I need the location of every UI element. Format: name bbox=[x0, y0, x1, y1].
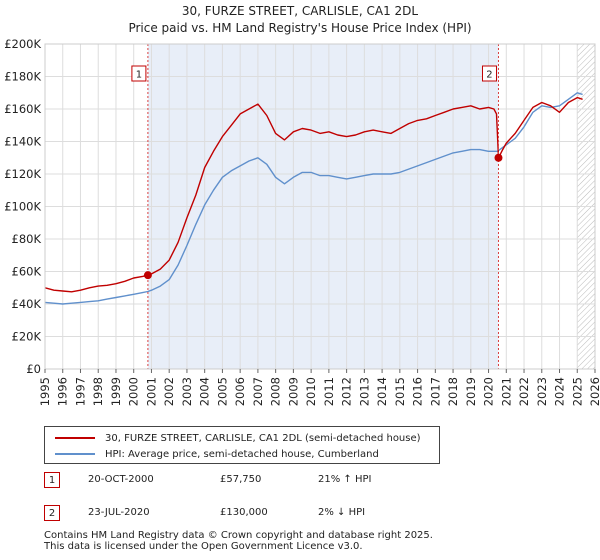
x-tick-label: 2020 bbox=[482, 377, 496, 406]
y-tick-label: £0 bbox=[26, 362, 41, 376]
grid-lines bbox=[44, 43, 596, 370]
x-tick-label: 2011 bbox=[322, 377, 336, 406]
sale-marker-label: 2 bbox=[486, 70, 492, 81]
transaction-date: 20-OCT-2000 bbox=[88, 474, 154, 485]
footer-licence: This data is licensed under the Open Gov… bbox=[44, 541, 363, 552]
footer-copyright: Contains HM Land Registry data © Crown c… bbox=[44, 530, 433, 541]
sale-point bbox=[143, 271, 152, 280]
y-axis: £0 £20K £40K £60K £80K £100K £120K £140K £160K £1… bbox=[4, 37, 41, 376]
series-line-hpi bbox=[45, 92, 583, 305]
x-tick-label: 2015 bbox=[393, 377, 407, 406]
x-tick-label: 1995 bbox=[38, 377, 52, 406]
y-tick-label: £100K bbox=[4, 200, 41, 214]
x-tick-label: 2023 bbox=[535, 377, 549, 406]
y-tick-label: £160K bbox=[4, 102, 41, 116]
transaction-hpi: 21% ↑ HPI bbox=[318, 474, 372, 485]
price-chart: 30, FURZE STREET, CARLISLE, CA1 2DL Pric… bbox=[4, 4, 600, 406]
x-tick-label: 1998 bbox=[91, 377, 105, 406]
sale-marker-badge bbox=[481, 65, 497, 82]
legend-swatch-hpi bbox=[55, 453, 95, 455]
chart-title: 30, FURZE STREET, CARLISLE, CA1 2DL bbox=[182, 4, 419, 18]
transaction-price: £130,000 bbox=[220, 507, 268, 518]
chart-subtitle: Price paid vs. HM Land Registry's House … bbox=[128, 21, 471, 35]
x-tick-label: 2007 bbox=[251, 377, 265, 406]
footer: Contains HM Land Registry data © Crown c… bbox=[44, 530, 433, 552]
x-tick-label: 2010 bbox=[304, 377, 318, 406]
legend-label-property: 30, FURZE STREET, CARLISLE, CA1 2DL (sem… bbox=[105, 432, 421, 444]
x-tick-label: 2022 bbox=[517, 377, 531, 406]
transaction-badge: 2 bbox=[44, 505, 60, 521]
plot-border bbox=[44, 43, 596, 370]
x-tick-label: 2006 bbox=[233, 377, 247, 406]
x-tick-label: 2005 bbox=[215, 377, 229, 406]
x-tick-label: 2017 bbox=[428, 377, 442, 406]
x-tick-label: 2025 bbox=[570, 377, 584, 406]
x-tick-label: 2018 bbox=[446, 377, 460, 406]
transaction-row: 1 20-OCT-2000 £57,750 21% ↑ HPI bbox=[44, 472, 464, 490]
y-tick-label: £120K bbox=[4, 167, 41, 181]
x-tick-label: 2019 bbox=[464, 377, 478, 406]
x-tick-label: 2003 bbox=[180, 377, 194, 406]
x-tick-label: 2014 bbox=[375, 377, 389, 406]
y-tick-label: £200K bbox=[4, 37, 41, 51]
x-tick-label: 2026 bbox=[588, 377, 600, 406]
y-tick-label: £20K bbox=[12, 330, 42, 344]
legend-item-property: 30, FURZE STREET, CARLISLE, CA1 2DL (sem… bbox=[45, 429, 421, 447]
x-tick-label: 2016 bbox=[411, 377, 425, 406]
legend: 30, FURZE STREET, CARLISLE, CA1 2DL (sem… bbox=[44, 426, 440, 464]
sale-marker-label: 1 bbox=[136, 70, 142, 81]
y-tick-label: £80K bbox=[12, 232, 42, 246]
sale-point bbox=[494, 153, 503, 162]
x-tick-label: 1997 bbox=[73, 377, 87, 406]
y-tick-label: £60K bbox=[12, 265, 42, 279]
y-tick-label: £40K bbox=[12, 297, 42, 311]
transaction-badge: 1 bbox=[44, 472, 60, 488]
transaction-date: 23-JUL-2020 bbox=[88, 507, 150, 518]
transaction-price: £57,750 bbox=[220, 474, 262, 485]
x-tick-label: 2024 bbox=[553, 377, 567, 406]
x-tick-label: 2009 bbox=[286, 377, 300, 406]
x-tick-label: 2000 bbox=[127, 377, 141, 406]
transaction-hpi: 2% ↓ HPI bbox=[318, 507, 366, 518]
y-tick-label: £140K bbox=[4, 135, 41, 149]
x-tick-label: 2013 bbox=[357, 377, 371, 406]
x-tick-label: 1996 bbox=[56, 377, 70, 406]
legend-item-hpi: HPI: Average price, semi-detached house,… bbox=[45, 445, 379, 463]
x-tick-label: 2002 bbox=[162, 377, 176, 406]
x-tick-label: 2012 bbox=[340, 377, 354, 406]
x-tick-label: 2001 bbox=[144, 377, 158, 406]
x-tick-label: 2004 bbox=[198, 377, 212, 406]
x-axis: 1995 1996 1997 1998 1999 2000 2001 2002 2003 2004… bbox=[38, 369, 600, 406]
x-tick-label: 2021 bbox=[499, 377, 513, 406]
transaction-row: 2 23-JUL-2020 £130,000 2% ↓ HPI bbox=[44, 505, 464, 523]
x-tick-label: 2008 bbox=[269, 377, 283, 406]
x-tick-label: 1999 bbox=[109, 377, 123, 406]
legend-label-hpi: HPI: Average price, semi-detached house,… bbox=[105, 448, 379, 460]
sale-marker-badge bbox=[131, 65, 147, 82]
y-tick-label: £180K bbox=[4, 70, 41, 84]
legend-swatch-property bbox=[55, 437, 95, 439]
